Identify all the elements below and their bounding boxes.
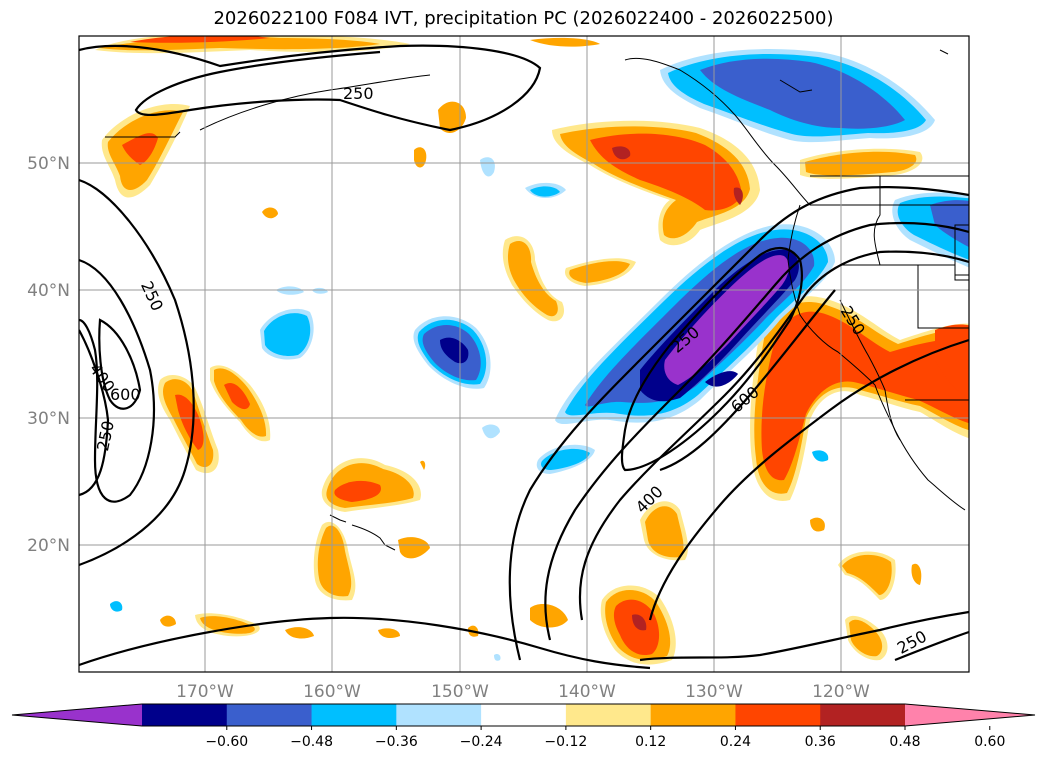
lat-label: 40°N <box>27 281 70 301</box>
colorbar-segment <box>565 704 652 726</box>
figure-title: 2026022100 F084 IVT, precipitation PC (2… <box>213 8 834 29</box>
colorbar-extend-high <box>905 704 1035 726</box>
lat-label: 50°N <box>27 154 70 174</box>
lon-label: 150°W <box>431 682 489 702</box>
ivt-contour-label: 600 <box>110 385 141 404</box>
colorbar-tick-label: −0.48 <box>290 734 333 750</box>
colorbar: −0.60 −0.48 −0.36 −0.24 −0.12 0.12 0.24 0.36 0.4… <box>11 703 1036 750</box>
lon-label: 160°W <box>303 682 361 702</box>
colorbar-segment <box>142 704 228 726</box>
lat-label: 20°N <box>27 536 70 556</box>
colorbar-tick-label: −0.60 <box>205 734 248 750</box>
lon-label: 140°W <box>558 682 616 702</box>
ivt-contour-label: 250 <box>343 84 374 103</box>
coastlines <box>105 49 969 551</box>
colorbar-tick-label: 0.36 <box>805 734 836 750</box>
colorbar-segment <box>396 704 482 726</box>
colorbar-tick-label: 0.24 <box>720 734 751 750</box>
colorbar-tick-label: 0.48 <box>889 734 920 750</box>
colorbar-tick-label: 0.12 <box>635 734 666 750</box>
lat-label: 30°N <box>27 409 70 429</box>
map-content: 250 250 250 250 250 400 400 600 600 250 <box>79 36 969 672</box>
lon-label: 130°W <box>685 682 743 702</box>
colorbar-segment <box>650 704 736 726</box>
colorbar-segment <box>226 704 313 726</box>
colorbar-outline <box>11 703 1036 727</box>
lon-label: 170°W <box>176 682 234 702</box>
positive-pc-regions <box>95 36 969 665</box>
colorbar-tick-label: −0.24 <box>460 734 503 750</box>
colorbar-extend-low <box>12 704 142 726</box>
latitude-labels: 50°N 40°N 30°N 20°N <box>27 154 70 556</box>
colorbar-segment <box>311 704 397 726</box>
colorbar-tick-label: 0.60 <box>974 734 1005 750</box>
map-frame <box>78 35 970 673</box>
colorbar-segment <box>820 704 906 726</box>
lon-label: 120°W <box>812 682 870 702</box>
colorbar-tick-label: −0.36 <box>375 734 418 750</box>
colorbar-segment <box>735 704 821 726</box>
gridlines <box>79 36 969 672</box>
colorbar-tick-label: −0.12 <box>544 734 587 750</box>
longitude-labels: 170°W 160°W 150°W 140°W 130°W 120°W <box>176 682 870 702</box>
colorbar-segment <box>481 704 567 726</box>
ivt-contours <box>79 44 969 670</box>
